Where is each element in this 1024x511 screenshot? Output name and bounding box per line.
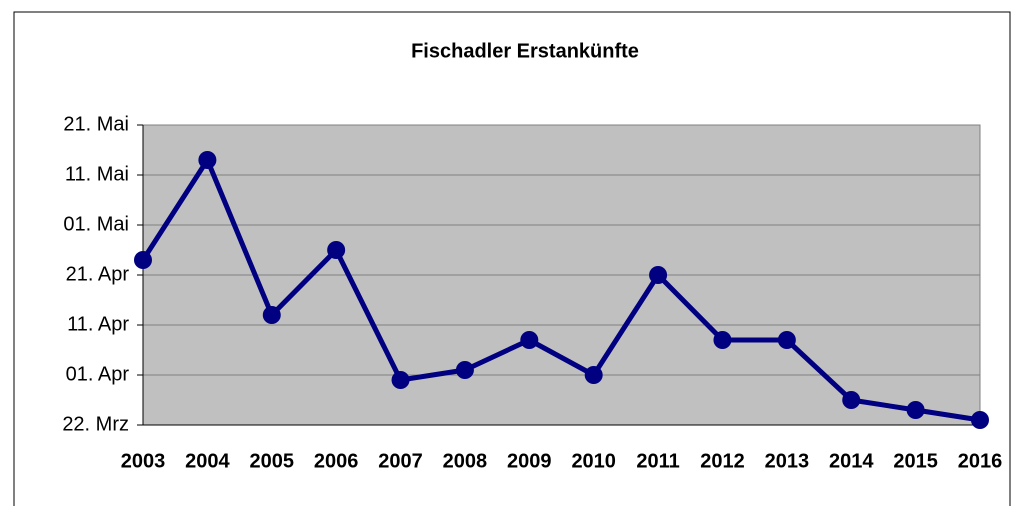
x-tick-label: 2015	[893, 450, 938, 472]
marker	[713, 331, 732, 349]
y-tick-label: 11. Mai	[65, 163, 129, 185]
marker	[971, 411, 989, 429]
line	[140, 157, 981, 423]
x-tick-label: 2016	[958, 450, 1003, 472]
marker	[842, 391, 861, 409]
y-tick-label: 11. Apr	[67, 313, 129, 335]
x-tick-label: 2003	[121, 450, 166, 472]
marker	[584, 366, 603, 384]
x-tick-label: 2004	[185, 450, 230, 472]
y-tick-label: 21. Mai	[63, 113, 129, 135]
x-tick-label: 2008	[443, 450, 488, 472]
marker	[520, 331, 539, 349]
y-tick-label: 01. Mai	[63, 213, 129, 235]
x-tick-label: 2010	[571, 450, 616, 472]
x-tick-label: 2012	[700, 450, 745, 472]
marker	[906, 401, 925, 419]
y-tick-label: 21. Apr	[66, 263, 130, 285]
marker	[777, 331, 796, 349]
x-tick-label: 2006	[314, 450, 359, 472]
x-tick-label: 2005	[250, 450, 295, 472]
chart-title: Fischadler Erstankünfte	[411, 40, 639, 62]
marker	[198, 151, 217, 169]
x-tick-label: 2009	[507, 450, 552, 472]
marker	[649, 266, 668, 284]
y-tick-label: 22. Mrz	[62, 413, 129, 435]
x-tick-label: 2013	[765, 450, 810, 472]
x-tick-label: 2011	[636, 450, 679, 472]
marker	[455, 361, 474, 379]
marker	[262, 306, 281, 324]
x-tick-label: 2014	[829, 450, 874, 472]
x-tick-label: 2007	[378, 450, 423, 472]
marker	[327, 241, 346, 259]
y-tick-label: 01. Apr	[66, 363, 130, 385]
marker	[391, 371, 410, 389]
marker	[134, 251, 152, 269]
